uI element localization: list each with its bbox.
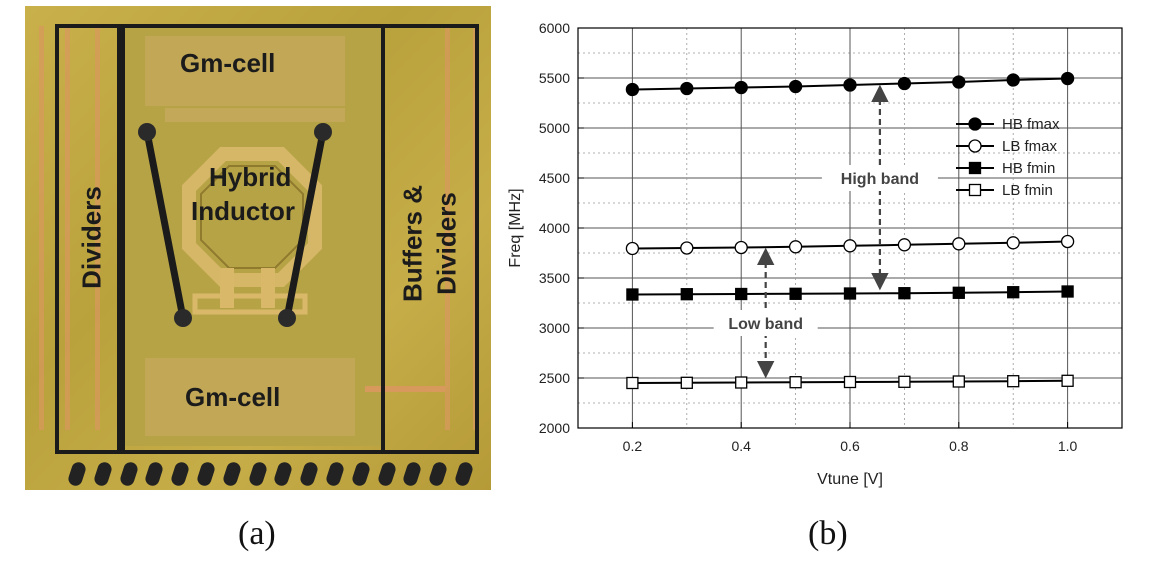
inductor-label-line1: Hybrid: [209, 162, 292, 192]
data-point: [735, 376, 748, 389]
hybrid-inductor-drawing: [138, 108, 445, 392]
x-axis-label: Vtune [V]: [817, 471, 883, 488]
annotation-bg: [821, 165, 938, 191]
data-point: [1060, 234, 1075, 249]
data-point: [968, 183, 982, 197]
caption-a: (a): [238, 515, 276, 552]
series-hb-fmin: [626, 285, 1074, 301]
gm-cell-top-label: Gm-cell: [180, 48, 276, 78]
series-hb-fmax: [625, 71, 1075, 97]
data-point: [898, 287, 911, 300]
data-point: [1007, 286, 1020, 299]
y-tick-label: 6000: [539, 20, 570, 36]
data-point: [843, 287, 857, 300]
y-axis-label: Freq [MHz]: [507, 188, 524, 267]
gm-cell-bottom-region: [145, 358, 355, 436]
data-point: [789, 376, 802, 389]
data-point: [843, 375, 857, 389]
data-point: [1060, 71, 1075, 86]
data-point: [788, 79, 803, 94]
data-point: [1061, 374, 1074, 387]
y-tick-label: 2500: [539, 370, 570, 386]
data-point: [843, 239, 857, 253]
data-point: [1006, 73, 1020, 87]
y-tick-label: 3000: [539, 320, 570, 336]
data-point: [1061, 285, 1074, 298]
annotation-bg: [713, 310, 818, 336]
data-point: [680, 376, 693, 389]
series-group: [625, 71, 1075, 390]
data-point: [952, 375, 965, 388]
gm-cell-bottom-label: Gm-cell: [185, 382, 281, 412]
series-lb-fmax: [625, 234, 1075, 256]
axis-ticks: 2000 2500 3000 3500 4000 4500 5000 5500 6000 0.2 0…: [539, 20, 1078, 454]
die-micrograph: Gm-cell Hybrid Inductor Gm-cell Dividers…: [25, 6, 491, 490]
data-point: [897, 238, 912, 252]
x-tick-label: 1.0: [1058, 438, 1078, 454]
data-point: [734, 80, 748, 95]
buffers-label-line1: Buffers &: [397, 185, 428, 303]
data-point: [625, 241, 640, 256]
dividers-left-label: Dividers: [76, 186, 107, 289]
data-point: [734, 240, 748, 255]
y-tick-label: 4000: [539, 220, 570, 236]
data-point: [968, 139, 982, 153]
data-point: [898, 375, 911, 388]
dividers-box-left: [55, 24, 125, 454]
data-point: [952, 237, 966, 251]
freq-vtune-chart: 2000 2500 3000 3500 4000 4500 5000 5500 6000 0.2 0…: [507, 20, 1123, 488]
caption-b: (b): [808, 515, 848, 552]
data-point: [788, 240, 803, 254]
y-tick-label: 5000: [539, 120, 570, 136]
annotations-group: High band Low band: [713, 84, 938, 379]
annotation-low-band: Low band: [728, 316, 803, 333]
data-point: [952, 75, 966, 89]
data-point: [1007, 375, 1020, 388]
data-point: [626, 376, 639, 390]
data-point: [843, 78, 857, 92]
data-point: [680, 288, 693, 301]
data-point: [968, 117, 982, 131]
data-point: [952, 286, 965, 299]
data-point: [735, 287, 748, 301]
legend-entry: LB fmin: [1002, 182, 1053, 199]
data-point: [897, 76, 912, 91]
y-tick-label: 4500: [539, 170, 570, 186]
x-tick-label: 0.8: [949, 438, 969, 454]
x-tick-label: 0.2: [623, 438, 643, 454]
gm-cell-top-region: [145, 36, 345, 106]
data-point: [625, 82, 640, 97]
x-tick-label: 0.6: [840, 438, 860, 454]
data-point: [1006, 236, 1020, 250]
legend-entry: HB fmin: [1002, 160, 1055, 177]
x-tick-label: 0.4: [731, 438, 751, 454]
y-tick-label: 2000: [539, 420, 570, 436]
data-point: [680, 81, 694, 96]
series-lb-fmin: [626, 374, 1074, 390]
data-point: [789, 287, 802, 300]
buffers-dividers-box-right: [381, 24, 479, 454]
y-tick-label: 5500: [539, 70, 570, 86]
buffers-label-line2: Dividers: [431, 192, 462, 295]
data-point: [626, 288, 639, 301]
data-point: [680, 241, 694, 255]
bond-pad-row: [66, 458, 475, 490]
inductor-label-line2: Inductor: [191, 196, 295, 226]
annotation-high-band: High band: [841, 171, 919, 188]
legend: HB fmax LB fmax HB fmin LB fmin: [956, 116, 1060, 199]
legend-entry: LB fmax: [1002, 138, 1058, 155]
legend-entry: HB fmax: [1002, 116, 1060, 133]
data-point: [968, 161, 982, 175]
y-tick-label: 3500: [539, 270, 570, 286]
